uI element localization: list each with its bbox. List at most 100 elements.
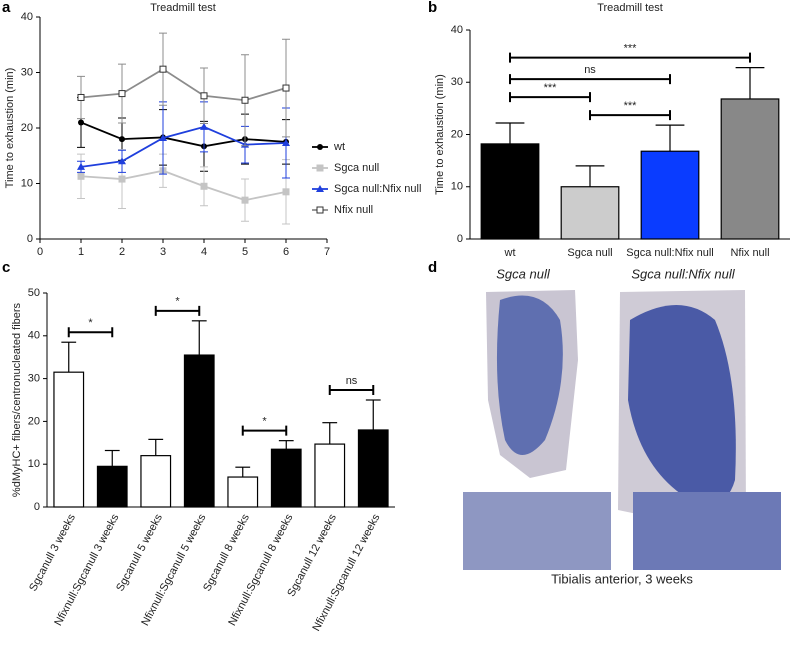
legend-label: Nfix null xyxy=(334,204,373,216)
significance-bracket xyxy=(509,92,591,103)
x-tick-label: wt xyxy=(504,247,516,259)
x-tick-label: Sgcanull 5 weeks xyxy=(114,512,165,594)
x-tick-label: 1 xyxy=(78,246,84,258)
series-line xyxy=(80,68,287,102)
marker xyxy=(200,182,208,190)
y-tick-label: 10 xyxy=(451,181,463,193)
x-tick-label: 5 xyxy=(242,246,248,258)
significance-label: * xyxy=(262,416,267,428)
bar xyxy=(640,150,700,240)
significance-label: *** xyxy=(544,82,558,94)
marker xyxy=(78,119,84,126)
bar xyxy=(227,476,259,508)
y-tick-label: 30 xyxy=(21,66,33,78)
series-line xyxy=(80,121,287,148)
significance-bracket xyxy=(328,385,375,395)
legend-marker xyxy=(316,164,324,172)
y-tick-label: 40 xyxy=(21,11,33,23)
x-tick-label: Sgca null xyxy=(567,247,612,259)
marker xyxy=(200,92,208,100)
bar xyxy=(96,465,128,508)
bar xyxy=(560,186,620,240)
marker xyxy=(241,96,249,104)
significance-label: *** xyxy=(624,43,638,55)
marker xyxy=(119,136,125,143)
x-tick-label: 4 xyxy=(201,246,207,258)
panel-label: a xyxy=(2,0,11,16)
x-tick-label: Sgcanull 8 weeks xyxy=(201,512,252,594)
significance-label: * xyxy=(88,317,93,329)
significance-label: ns xyxy=(346,375,358,387)
chart-title: Treadmill test xyxy=(150,2,216,14)
significance-bracket xyxy=(241,425,288,436)
x-tick-label: 2 xyxy=(119,246,125,258)
y-tick-label: 20 xyxy=(21,122,33,134)
panel-label: d xyxy=(428,259,437,276)
chart-title: Treadmill test xyxy=(597,2,663,14)
significance-label: *** xyxy=(624,100,638,112)
x-tick-label: Sgcanull 12 weeks xyxy=(285,512,339,599)
marker xyxy=(118,157,126,165)
y-tick-label: 0 xyxy=(34,501,40,513)
y-tick-label: 30 xyxy=(451,76,463,88)
series-line xyxy=(80,125,287,168)
significance-bracket xyxy=(509,74,671,85)
bar xyxy=(53,371,85,508)
marker xyxy=(282,138,290,146)
panel-label: c xyxy=(2,259,10,276)
x-tick-label: Sgca null:Nfix null xyxy=(626,247,713,259)
tissue xyxy=(628,305,736,505)
y-tick-label: 0 xyxy=(27,233,33,245)
x-tick-label: 3 xyxy=(160,246,166,258)
significance-label: ns xyxy=(584,64,596,76)
image-caption: Sgca null:Nfix null xyxy=(631,266,735,281)
x-tick-label: Sgcanull 3 weeks xyxy=(27,512,78,594)
significance-bracket xyxy=(154,305,201,316)
image-zoom xyxy=(633,492,781,570)
bar xyxy=(270,448,302,508)
marker xyxy=(118,175,126,183)
bar xyxy=(480,143,540,240)
y-tick-label: 20 xyxy=(28,415,40,427)
y-tick-label: 20 xyxy=(451,128,463,140)
marker xyxy=(77,162,85,170)
bar xyxy=(140,455,172,508)
marker xyxy=(200,122,208,130)
x-tick-label: 7 xyxy=(324,246,330,258)
bar xyxy=(357,429,389,508)
legend-marker xyxy=(316,206,324,214)
y-tick-label: 30 xyxy=(28,373,40,385)
y-tick-label: 40 xyxy=(28,330,40,342)
x-tick-label: 0 xyxy=(37,246,43,258)
bar xyxy=(183,354,215,508)
marker xyxy=(118,90,126,98)
y-axis-title: Time to exhaustion (min) xyxy=(434,74,446,195)
marker xyxy=(77,172,85,180)
marker xyxy=(241,196,249,204)
significance-label: * xyxy=(175,296,180,308)
legend-marker xyxy=(316,185,324,192)
legend-label: Sgca null xyxy=(334,162,379,174)
significance-bracket xyxy=(589,110,671,121)
legend-marker xyxy=(317,144,323,150)
histology-images xyxy=(463,290,781,570)
series-line xyxy=(80,169,287,202)
bar xyxy=(720,98,780,240)
image-caption: Sgca null xyxy=(496,266,551,281)
marker xyxy=(282,84,290,92)
bar xyxy=(314,443,346,508)
tissue xyxy=(496,295,563,455)
marker xyxy=(282,188,290,196)
marker xyxy=(77,93,85,101)
y-axis-title: %dMyHC+ fibers/centronucleated fibers xyxy=(11,302,23,497)
significance-bracket xyxy=(67,327,114,338)
marker xyxy=(159,133,167,141)
y-tick-label: 40 xyxy=(451,24,463,36)
image-zoom xyxy=(463,492,611,570)
x-tick-label: 6 xyxy=(283,246,289,258)
image-footer: Tibialis anterior, 3 weeks xyxy=(551,571,693,586)
y-tick-label: 10 xyxy=(28,458,40,470)
legend-label: wt xyxy=(333,141,345,153)
legend-label: Sgca null:Nfix null xyxy=(334,183,421,195)
